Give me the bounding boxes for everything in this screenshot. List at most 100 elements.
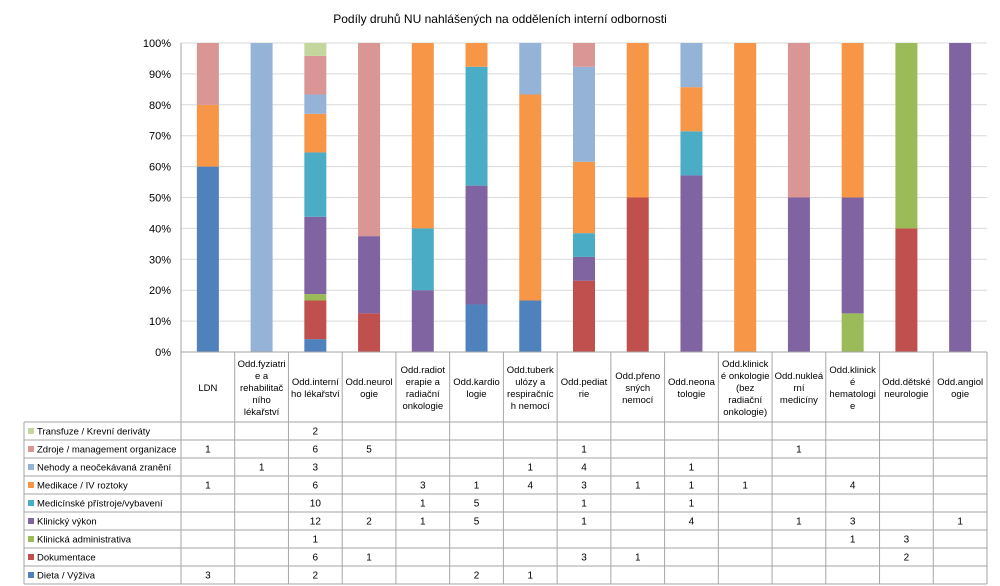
- bar-segment: [519, 94, 542, 301]
- data-table-value: 1: [366, 553, 372, 564]
- bar-segment: [573, 66, 595, 162]
- data-table-value: 1: [689, 463, 695, 474]
- data-table-value: 3: [850, 517, 856, 528]
- x-tick-label: Odd.pediat rie: [561, 377, 608, 400]
- bar-segment: [680, 175, 703, 352]
- x-tick-label: Odd.interní ho lékařství: [291, 377, 340, 400]
- data-table-value: 3: [313, 463, 319, 474]
- legend-label: Medikace / IV roztoky: [37, 481, 128, 492]
- data-table-value: 4: [581, 463, 587, 474]
- data-table-value: 5: [366, 445, 372, 456]
- bar-segment: [680, 43, 703, 88]
- data-table-value: 4: [689, 517, 695, 528]
- data-table-value: 1: [420, 499, 426, 510]
- data-table-value: 1: [205, 481, 211, 492]
- bar-segment: [573, 43, 595, 67]
- bar-segment: [304, 43, 327, 56]
- legend-key: [28, 518, 34, 524]
- y-axis: 0% 10% 20% 30% 40% 50% 60% 70% 80% 90% 100%: [143, 38, 182, 359]
- bar-segment: [734, 43, 757, 352]
- legend-key: [28, 446, 34, 452]
- bar-segment: [465, 43, 488, 67]
- data-table-value: 2: [366, 517, 372, 528]
- legend-key: [28, 428, 34, 434]
- bar-segment: [465, 304, 488, 352]
- legend-label: Nehody a neočekávaná zranění: [37, 463, 172, 474]
- data-table-value: 1: [259, 463, 265, 474]
- y-tick-label: 80%: [149, 100, 171, 112]
- data-table-value: 1: [420, 517, 426, 528]
- x-tick-label: Odd.fyziatri e a rehabilitač ního lékařství: [238, 359, 286, 418]
- data-table-value: 1: [581, 499, 587, 510]
- bar-segment: [841, 313, 864, 352]
- x-tick-label: Odd.angiol ogie: [937, 377, 983, 400]
- data-table-value: 5: [474, 517, 480, 528]
- bar-segment: [573, 280, 595, 352]
- y-tick-label: 60%: [149, 162, 171, 174]
- legend-label: Dokumentace: [37, 553, 96, 564]
- bar-segment: [358, 236, 381, 314]
- legend-key: [28, 482, 34, 488]
- bar-segment: [411, 43, 434, 229]
- data-table-value: 1: [796, 517, 802, 528]
- bar-segment: [787, 197, 810, 352]
- bar-segment: [196, 43, 219, 105]
- bar-segment: [841, 43, 864, 198]
- data-table-value: 5: [474, 499, 480, 510]
- bars: [196, 43, 972, 352]
- data-table-value: 1: [796, 445, 802, 456]
- data-table-value: 4: [527, 481, 533, 492]
- data-table-value: 1: [474, 481, 480, 492]
- data-table-value: 1: [635, 553, 641, 564]
- bar-segment: [304, 55, 327, 95]
- bar-segment: [304, 113, 327, 153]
- y-tick-label: 70%: [149, 131, 171, 143]
- y-tick-label: 30%: [149, 254, 171, 266]
- bar-segment: [250, 43, 273, 352]
- legend-label: Klinický výkon: [37, 517, 97, 528]
- bar-segment: [519, 300, 542, 352]
- bar-segment: [411, 290, 434, 352]
- legend-key: [28, 572, 34, 578]
- bar-segment: [895, 43, 918, 229]
- x-tick-label: Odd.tuberk ulózy a respiračníc h nemocí: [507, 365, 554, 412]
- legend-label: Zdroje / management organizace: [37, 445, 176, 456]
- bar-segment: [304, 216, 327, 295]
- y-tick-label: 40%: [149, 223, 171, 235]
- data-table-value: 2: [904, 553, 910, 564]
- data-table: LDN Odd.fyziatri e a rehabilitač ního lékařst…: [23, 351, 988, 585]
- bar-segment: [626, 197, 649, 352]
- data-table-value: 1: [742, 481, 748, 492]
- data-table-value: 6: [313, 481, 319, 492]
- data-table-value: 1: [689, 481, 695, 492]
- data-table-value: 10: [310, 499, 322, 510]
- bar-segment: [304, 94, 327, 114]
- data-table-value: 3: [205, 571, 211, 582]
- data-table-value: 3: [904, 535, 910, 546]
- bar-segment: [196, 104, 219, 167]
- bar-segment: [680, 87, 703, 132]
- bar-segment: [196, 166, 219, 352]
- data-table-value: 1: [205, 445, 211, 456]
- data-table-value: 1: [957, 517, 963, 528]
- x-tick-label: Odd.přeno sných nemocí: [615, 371, 660, 406]
- legend-key: [28, 536, 34, 542]
- bar-segment: [573, 256, 595, 281]
- bar-segment: [841, 197, 864, 314]
- bar-segment: [358, 313, 381, 352]
- x-tick-label: Odd.nukleá rní medicíny: [775, 371, 824, 406]
- bar-segment: [465, 66, 488, 186]
- data-table-value: 3: [420, 481, 426, 492]
- chart-title: Podíly druhů NU nahlášených na odděleníc…: [333, 12, 667, 26]
- legend-key: [28, 464, 34, 470]
- x-tick-label: Odd.klinick é onkologie (bez radiační onkolo…: [721, 359, 770, 418]
- data-table-value: 1: [850, 535, 856, 546]
- data-table-value: 6: [313, 445, 319, 456]
- x-tick-label: Odd.klinick é hematologi e: [829, 365, 876, 412]
- bar-segment: [304, 339, 327, 352]
- y-tick-label: 100%: [143, 38, 171, 50]
- bar-segment: [680, 131, 703, 176]
- data-table-value: 1: [527, 571, 533, 582]
- bar-segment: [304, 300, 327, 340]
